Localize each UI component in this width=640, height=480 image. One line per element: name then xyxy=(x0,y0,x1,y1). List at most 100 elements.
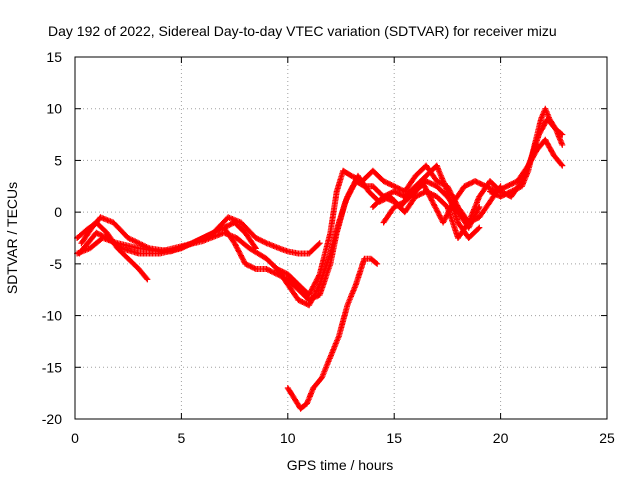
data-point xyxy=(505,185,508,188)
data-point xyxy=(254,237,257,239)
data-point xyxy=(239,221,242,224)
data-point xyxy=(403,200,406,203)
data-point xyxy=(318,293,321,296)
data-point xyxy=(120,247,123,250)
data-point xyxy=(382,180,385,183)
data-point xyxy=(80,242,83,245)
data-point xyxy=(363,257,366,260)
data-point xyxy=(84,229,87,232)
data-point xyxy=(463,185,466,188)
data-point xyxy=(286,250,289,253)
y-tick-label: 5 xyxy=(54,152,62,168)
data-point xyxy=(297,252,300,255)
y-tick-label: 0 xyxy=(54,204,62,220)
series-sat-9 xyxy=(487,105,566,200)
data-point xyxy=(499,190,502,193)
data-point xyxy=(488,200,491,203)
data-point xyxy=(527,169,530,172)
x-tick-label: 5 xyxy=(178,430,186,446)
data-point xyxy=(457,211,460,214)
data-point xyxy=(561,133,564,136)
data-point xyxy=(425,174,428,177)
data-point xyxy=(403,195,406,198)
data-point xyxy=(414,195,417,198)
data-point xyxy=(293,397,296,400)
data-point xyxy=(244,231,247,234)
series-sat-3 xyxy=(78,214,323,257)
data-point xyxy=(382,195,385,198)
data-point xyxy=(137,252,140,255)
data-point xyxy=(127,237,130,239)
data-point xyxy=(544,107,547,110)
data-point xyxy=(305,402,308,405)
data-point xyxy=(533,143,536,146)
data-point xyxy=(308,299,311,302)
data-point xyxy=(382,221,385,224)
data-point xyxy=(520,185,523,188)
data-point xyxy=(510,190,513,193)
data-point xyxy=(467,237,470,239)
data-point xyxy=(286,273,289,276)
data-point xyxy=(76,252,79,255)
data-point xyxy=(350,174,353,177)
x-axis-title: GPS time / hours xyxy=(287,457,394,473)
data-point xyxy=(329,231,332,234)
data-point xyxy=(414,190,417,193)
data-point xyxy=(457,205,460,208)
data-point xyxy=(318,273,321,276)
data-point xyxy=(112,221,115,224)
data-point xyxy=(159,250,162,253)
data-point xyxy=(371,169,374,172)
data-point xyxy=(222,231,225,234)
data-point xyxy=(435,185,438,188)
data-point xyxy=(308,252,311,255)
data-point xyxy=(212,231,215,234)
data-point xyxy=(435,195,438,198)
y-tick-label: 10 xyxy=(46,101,62,117)
x-tick-label: 15 xyxy=(386,430,402,446)
data-point xyxy=(233,242,236,245)
data-point xyxy=(435,180,438,183)
y-tick-label: -10 xyxy=(42,308,62,324)
data-point xyxy=(265,257,268,260)
data-point xyxy=(254,247,257,250)
data-point xyxy=(393,185,396,188)
data-point xyxy=(297,299,300,302)
data-point xyxy=(342,169,345,172)
data-point xyxy=(308,304,311,307)
data-point xyxy=(554,128,557,131)
data-point xyxy=(254,268,257,271)
data-point xyxy=(248,247,251,250)
data-point xyxy=(548,118,551,121)
data-point xyxy=(371,185,374,188)
data-point xyxy=(286,283,289,286)
data-point xyxy=(86,242,89,245)
data-point xyxy=(337,335,340,338)
data-point xyxy=(367,190,370,193)
data-point xyxy=(540,118,543,121)
data-point xyxy=(265,242,268,245)
data-point xyxy=(561,143,564,146)
data-point xyxy=(127,257,130,260)
data-point xyxy=(442,221,445,224)
y-tick-label: 15 xyxy=(46,49,62,65)
data-point xyxy=(88,247,91,250)
data-point xyxy=(499,195,502,198)
data-point xyxy=(431,200,434,203)
data-point xyxy=(371,205,374,208)
x-tick-label: 25 xyxy=(599,430,615,446)
data-point xyxy=(446,185,449,188)
data-point xyxy=(201,240,204,243)
data-point xyxy=(414,174,417,177)
data-point xyxy=(376,262,379,265)
data-point xyxy=(318,283,321,286)
data-point xyxy=(478,216,481,219)
data-point xyxy=(137,268,140,271)
axis-ticks xyxy=(74,56,608,420)
data-point xyxy=(435,164,438,167)
data-point xyxy=(488,190,491,193)
data-point xyxy=(478,226,481,229)
data-point xyxy=(227,216,230,219)
y-axis-title: SDTVAR / TECUs xyxy=(4,182,20,294)
